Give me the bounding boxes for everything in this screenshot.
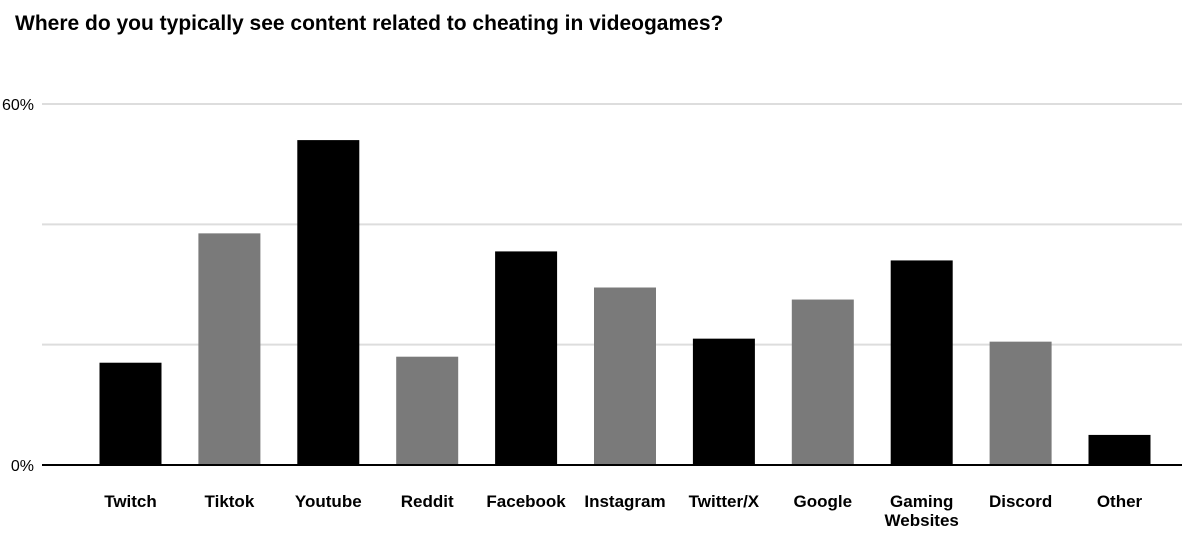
x-tick-label: Discord — [989, 492, 1052, 511]
bar — [1088, 434, 1151, 465]
bar — [495, 251, 558, 465]
x-tick-label: Gaming Websites — [885, 492, 959, 530]
x-tick-label: Other — [1097, 492, 1143, 511]
x-tick-label: Facebook — [486, 492, 566, 511]
x-tick-label: Youtube — [295, 492, 362, 511]
x-tick-label: Instagram — [584, 492, 665, 511]
chart-title: Where do you typically see content relat… — [15, 12, 724, 35]
x-tick-label: Google — [794, 492, 853, 511]
x-tick-label: Reddit — [401, 492, 454, 511]
x-tick-label: Tiktok — [205, 492, 255, 511]
x-tick-label: Twitch — [104, 492, 157, 511]
bar — [594, 287, 656, 465]
x-tick-label: Twitter/X — [689, 492, 760, 511]
bar — [989, 341, 1052, 465]
bar — [890, 260, 953, 465]
y-tick-label: 0% — [11, 458, 34, 475]
bar — [297, 140, 360, 465]
bar — [692, 338, 755, 465]
bar — [198, 233, 261, 465]
bar — [791, 299, 854, 465]
y-tick-label: 60% — [2, 97, 34, 114]
bar — [99, 362, 162, 465]
bar — [396, 356, 459, 465]
